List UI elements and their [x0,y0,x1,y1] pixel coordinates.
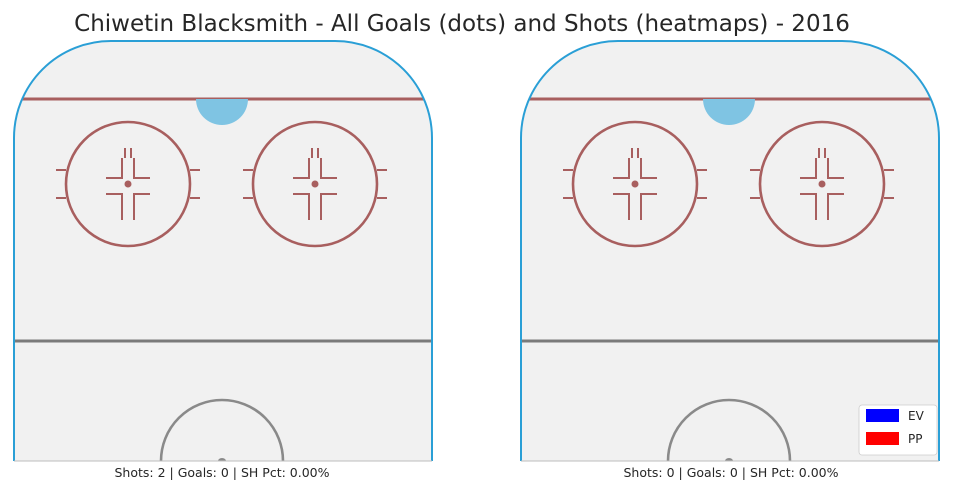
panel-left-faceoff-circle-right [243,120,387,248]
panel-right-caption: Shots: 0 | Goals: 0 | SH Pct: 0.00% [623,465,838,480]
legend-swatch-pp [866,432,899,445]
panel-right-center-dot [725,458,733,461]
panel-right-ice [521,41,939,461]
legend-label-ev: EV [908,409,925,423]
legend: EV PP [858,404,938,456]
panel-left-center-dot [218,458,226,461]
panel-left-faceoff-circle-left [56,120,200,248]
panel-right-center-circle [666,398,792,461]
rink-panel-left [13,40,433,462]
panel-left-caption: Shots: 2 | Goals: 0 | SH Pct: 0.00% [114,465,329,480]
panel-left-ice [14,41,432,461]
panel-left-center-circle [159,398,285,461]
panel-left-boards [13,40,433,461]
panel-right-goal-crease [703,99,755,125]
panel-right-boards [520,40,940,461]
panel-right-faceoff-circle-right [750,120,894,248]
legend-label-pp: PP [908,432,922,446]
rink-panel-right [520,40,940,462]
chart-title: Chiwetin Blacksmith - All Goals (dots) a… [74,11,850,37]
panel-left-goal-crease [196,99,248,125]
legend-swatch-ev [866,409,899,422]
panel-right-faceoff-circle-left [563,120,707,248]
